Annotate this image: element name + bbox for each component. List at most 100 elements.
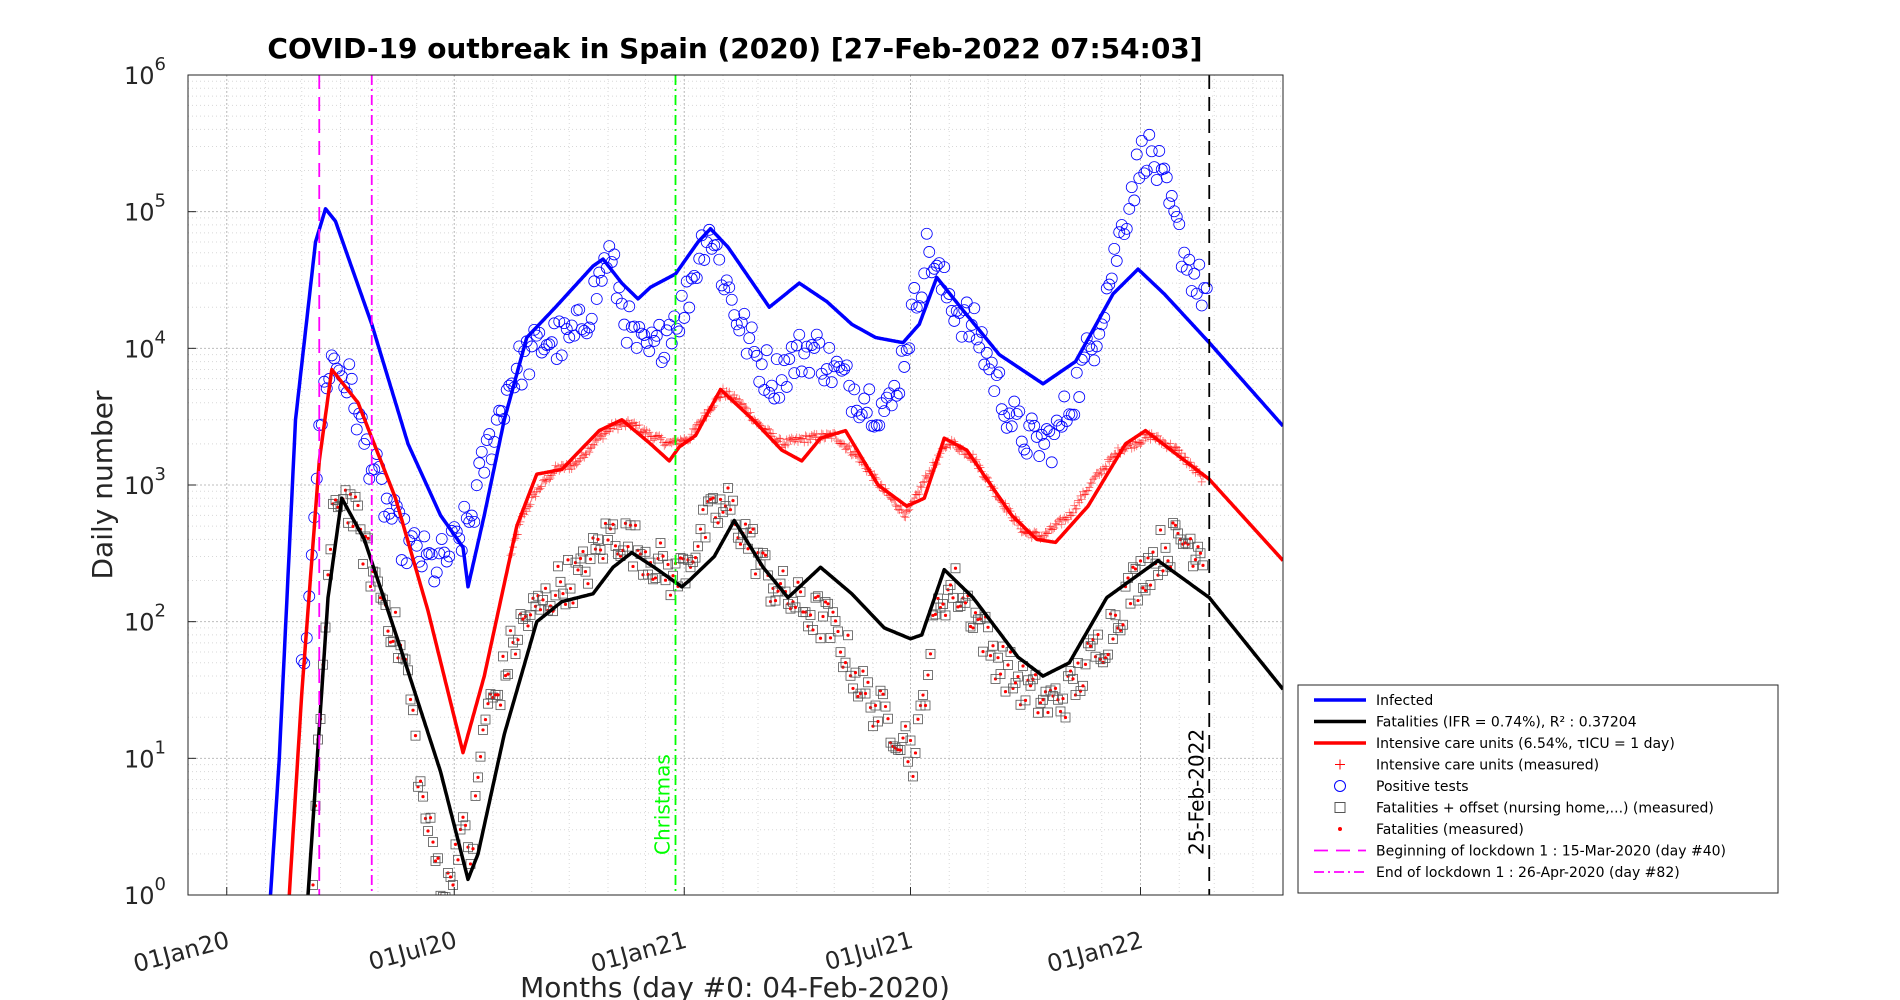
- positive-test-marker: [955, 330, 968, 343]
- icu-measured-marker: [735, 395, 744, 404]
- fatality-offset-marker: [1058, 693, 1068, 704]
- positive-test-marker: [688, 269, 701, 282]
- positive-test-marker: [1168, 205, 1181, 218]
- positive-test-marker: [568, 329, 581, 342]
- fatality-measured-marker: [598, 548, 603, 552]
- fatality-measured-marker: [933, 612, 938, 616]
- fatality-measured-marker: [1148, 583, 1153, 587]
- positive-test-marker: [650, 329, 663, 342]
- fatality-offset-marker: [953, 601, 963, 612]
- fatality-measured-marker: [838, 650, 843, 654]
- fatality-offset-marker: [803, 621, 813, 632]
- positive-test-marker: [968, 302, 981, 315]
- fatality-offset-marker: [1000, 686, 1011, 697]
- positive-test-marker: [443, 550, 456, 563]
- fatality-offset-marker: [1118, 619, 1128, 630]
- fatality-measured-marker: [718, 497, 723, 502]
- y-tick-label: 105: [124, 191, 166, 227]
- fatality-offset-marker: [898, 733, 908, 743]
- positive-test-marker: [595, 274, 608, 287]
- fatality-offset-marker: [905, 735, 916, 746]
- fatality-measured-marker: [803, 610, 808, 614]
- fatality-measured-marker: [1176, 531, 1180, 536]
- fatality-measured-marker: [858, 692, 863, 696]
- fatality-measured-marker: [1041, 698, 1045, 702]
- fatality-measured-marker: [908, 738, 913, 743]
- positive-test-marker: [1068, 408, 1081, 421]
- fatality-measured-marker: [1073, 693, 1078, 697]
- positive-test-marker: [470, 479, 483, 492]
- positive-test-marker: [923, 246, 936, 258]
- positive-test-marker: [363, 472, 376, 485]
- icu-measured-marker: [784, 440, 792, 449]
- fatality-offset-marker: [540, 583, 551, 594]
- positive-test-marker: [325, 349, 338, 362]
- positive-test-marker: [898, 361, 911, 373]
- icu-measured-marker: [1101, 462, 1110, 471]
- positive-test-marker: [930, 259, 943, 272]
- fatality-measured-marker: [543, 586, 548, 590]
- positive-test-marker: [725, 293, 738, 306]
- fatality-offset-marker: [385, 637, 396, 648]
- icu-measured-marker: [1076, 491, 1085, 500]
- fatality-offset-marker: [413, 781, 423, 792]
- positive-test-marker: [995, 403, 1008, 416]
- positive-test-marker: [713, 253, 726, 266]
- fatality-offset-marker: [1043, 707, 1053, 718]
- fatality-measured-marker: [591, 536, 595, 540]
- fatality-measured-marker: [816, 594, 820, 598]
- fatality-measured-marker: [521, 617, 525, 621]
- fatality-offset-marker: [478, 725, 488, 735]
- icu-measured-marker: [1084, 486, 1092, 495]
- positive-test-marker: [583, 321, 596, 334]
- icu-measured-marker: [645, 428, 654, 437]
- fatality-offset-marker: [435, 890, 446, 895]
- fatality-measured-marker: [1053, 686, 1058, 690]
- fatality-measured-marker: [1108, 612, 1113, 616]
- positive-test-marker: [1143, 128, 1156, 141]
- fatality-offset-marker: [655, 538, 666, 548]
- fatality-offset-marker: [390, 607, 401, 618]
- fatality-measured-marker: [1131, 565, 1135, 569]
- positive-test-marker: [703, 223, 716, 236]
- positive-test-marker: [908, 282, 921, 294]
- fatality-offset-marker: [585, 554, 596, 565]
- fatality-measured-marker: [461, 815, 465, 819]
- fatality-measured-marker: [768, 599, 773, 604]
- fatality-offset-marker: [708, 493, 718, 503]
- fatality-offset-marker: [815, 633, 826, 644]
- positive-test-marker: [1048, 428, 1061, 441]
- fatality-offset-marker: [608, 519, 618, 530]
- fatality-measured-marker: [448, 875, 453, 879]
- fatality-measured-marker: [1003, 689, 1008, 694]
- fatality-offset-marker: [493, 689, 503, 700]
- fatality-measured-marker: [828, 636, 833, 640]
- y-tick-label: 103: [124, 464, 166, 500]
- fatality-measured-marker: [1128, 602, 1133, 606]
- fatality-measured-marker: [611, 522, 615, 526]
- fatality-measured-marker: [626, 545, 630, 549]
- fatality-measured-marker: [393, 610, 398, 614]
- positive-test-marker: [733, 324, 746, 337]
- fatality-offset-marker: [648, 574, 658, 585]
- fatality-offset-marker: [960, 597, 971, 608]
- positive-test-marker: [1145, 145, 1158, 158]
- fatality-offset-marker: [983, 622, 993, 633]
- fatality-measured-marker: [988, 654, 993, 658]
- fatality-offset-marker: [1003, 660, 1013, 670]
- fatality-measured-marker: [478, 755, 483, 759]
- fatality-measured-marker: [991, 644, 995, 648]
- fatality-measured-marker: [926, 673, 930, 677]
- fatality-measured-marker: [486, 702, 490, 706]
- fatality-measured-marker: [826, 602, 830, 606]
- fatality-offset-marker: [425, 812, 436, 823]
- positive-test-marker: [1135, 134, 1148, 147]
- positive-test-marker: [805, 339, 818, 351]
- fatality-offset-marker: [495, 700, 506, 711]
- fatality-offset-marker: [1110, 610, 1121, 621]
- icu-measured-marker: [900, 512, 909, 521]
- fatality-measured-marker: [973, 611, 978, 615]
- fatality-measured-marker: [833, 619, 838, 623]
- icu-measured-marker: [581, 450, 590, 459]
- positive-test-marker: [1015, 435, 1028, 448]
